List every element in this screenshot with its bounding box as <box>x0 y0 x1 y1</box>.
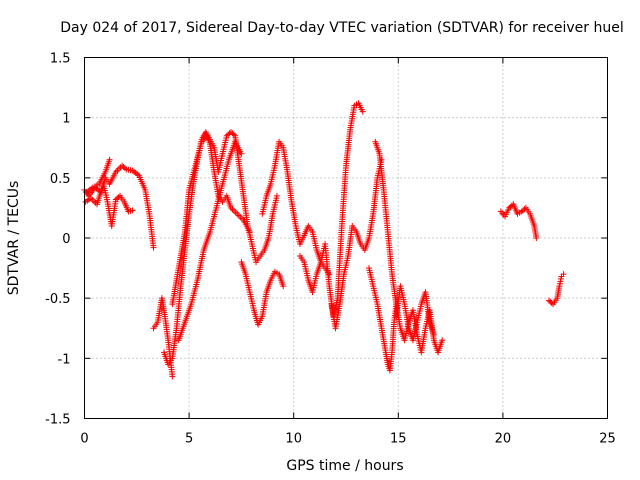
x-tick-label: 25 <box>599 432 616 447</box>
series-markers <box>82 180 136 229</box>
y-axis-label: SDTVAR / TECUs <box>6 181 22 296</box>
series-markers <box>393 283 437 344</box>
y-tick-label: 1.5 <box>50 52 71 67</box>
series-s6 <box>169 129 280 308</box>
series-s2 <box>82 180 136 229</box>
series-markers <box>150 295 176 380</box>
series-markers <box>366 265 400 374</box>
series-s9 <box>259 138 333 278</box>
x-axis-label: GPS time / hours <box>286 458 403 474</box>
series-s7 <box>175 138 245 344</box>
x-tick-label: 0 <box>80 432 88 447</box>
plot-frame <box>84 57 608 419</box>
y-tick-label: 0.5 <box>50 172 71 187</box>
series-markers <box>83 156 113 196</box>
series-s8 <box>238 259 287 328</box>
series-s3 <box>83 156 113 196</box>
x-tick-label: 15 <box>390 432 407 447</box>
y-tick-label: -1 <box>58 352 71 367</box>
series-markers <box>169 129 280 308</box>
series-s10 <box>296 100 366 320</box>
series-s15 <box>497 201 540 241</box>
y-tick-label: 1 <box>62 112 70 127</box>
series-s1 <box>81 162 157 251</box>
series-s4 <box>150 295 176 380</box>
series-markers <box>545 271 567 308</box>
y-tick-label: -1.5 <box>45 413 70 428</box>
series-markers <box>259 138 333 278</box>
series-markers <box>497 201 540 241</box>
x-tick-label: 20 <box>495 432 512 447</box>
series-markers <box>238 259 287 328</box>
series-markers <box>81 162 157 251</box>
x-tick-label: 5 <box>185 432 193 447</box>
series-markers <box>175 138 245 344</box>
data-points <box>81 100 567 380</box>
y-tick-label: 0 <box>62 232 70 247</box>
series-markers <box>296 100 366 320</box>
grid <box>84 57 608 419</box>
series-markers <box>372 138 446 356</box>
series-s14 <box>393 283 437 344</box>
series-markers <box>328 156 385 332</box>
axis-ticks: 0 5 10 15 20 25 -1.5 -1 -0.5 0 0.5 1 1.5 <box>45 52 616 447</box>
chart-title: Day 024 of 2017, Sidereal Day-to-day VTE… <box>60 20 623 36</box>
x-tick-label: 10 <box>285 432 302 447</box>
series-s12 <box>366 265 400 374</box>
series-s11 <box>328 156 385 332</box>
series-s16 <box>545 271 567 308</box>
y-tick-label: -0.5 <box>45 292 70 307</box>
series-s13 <box>372 138 446 356</box>
